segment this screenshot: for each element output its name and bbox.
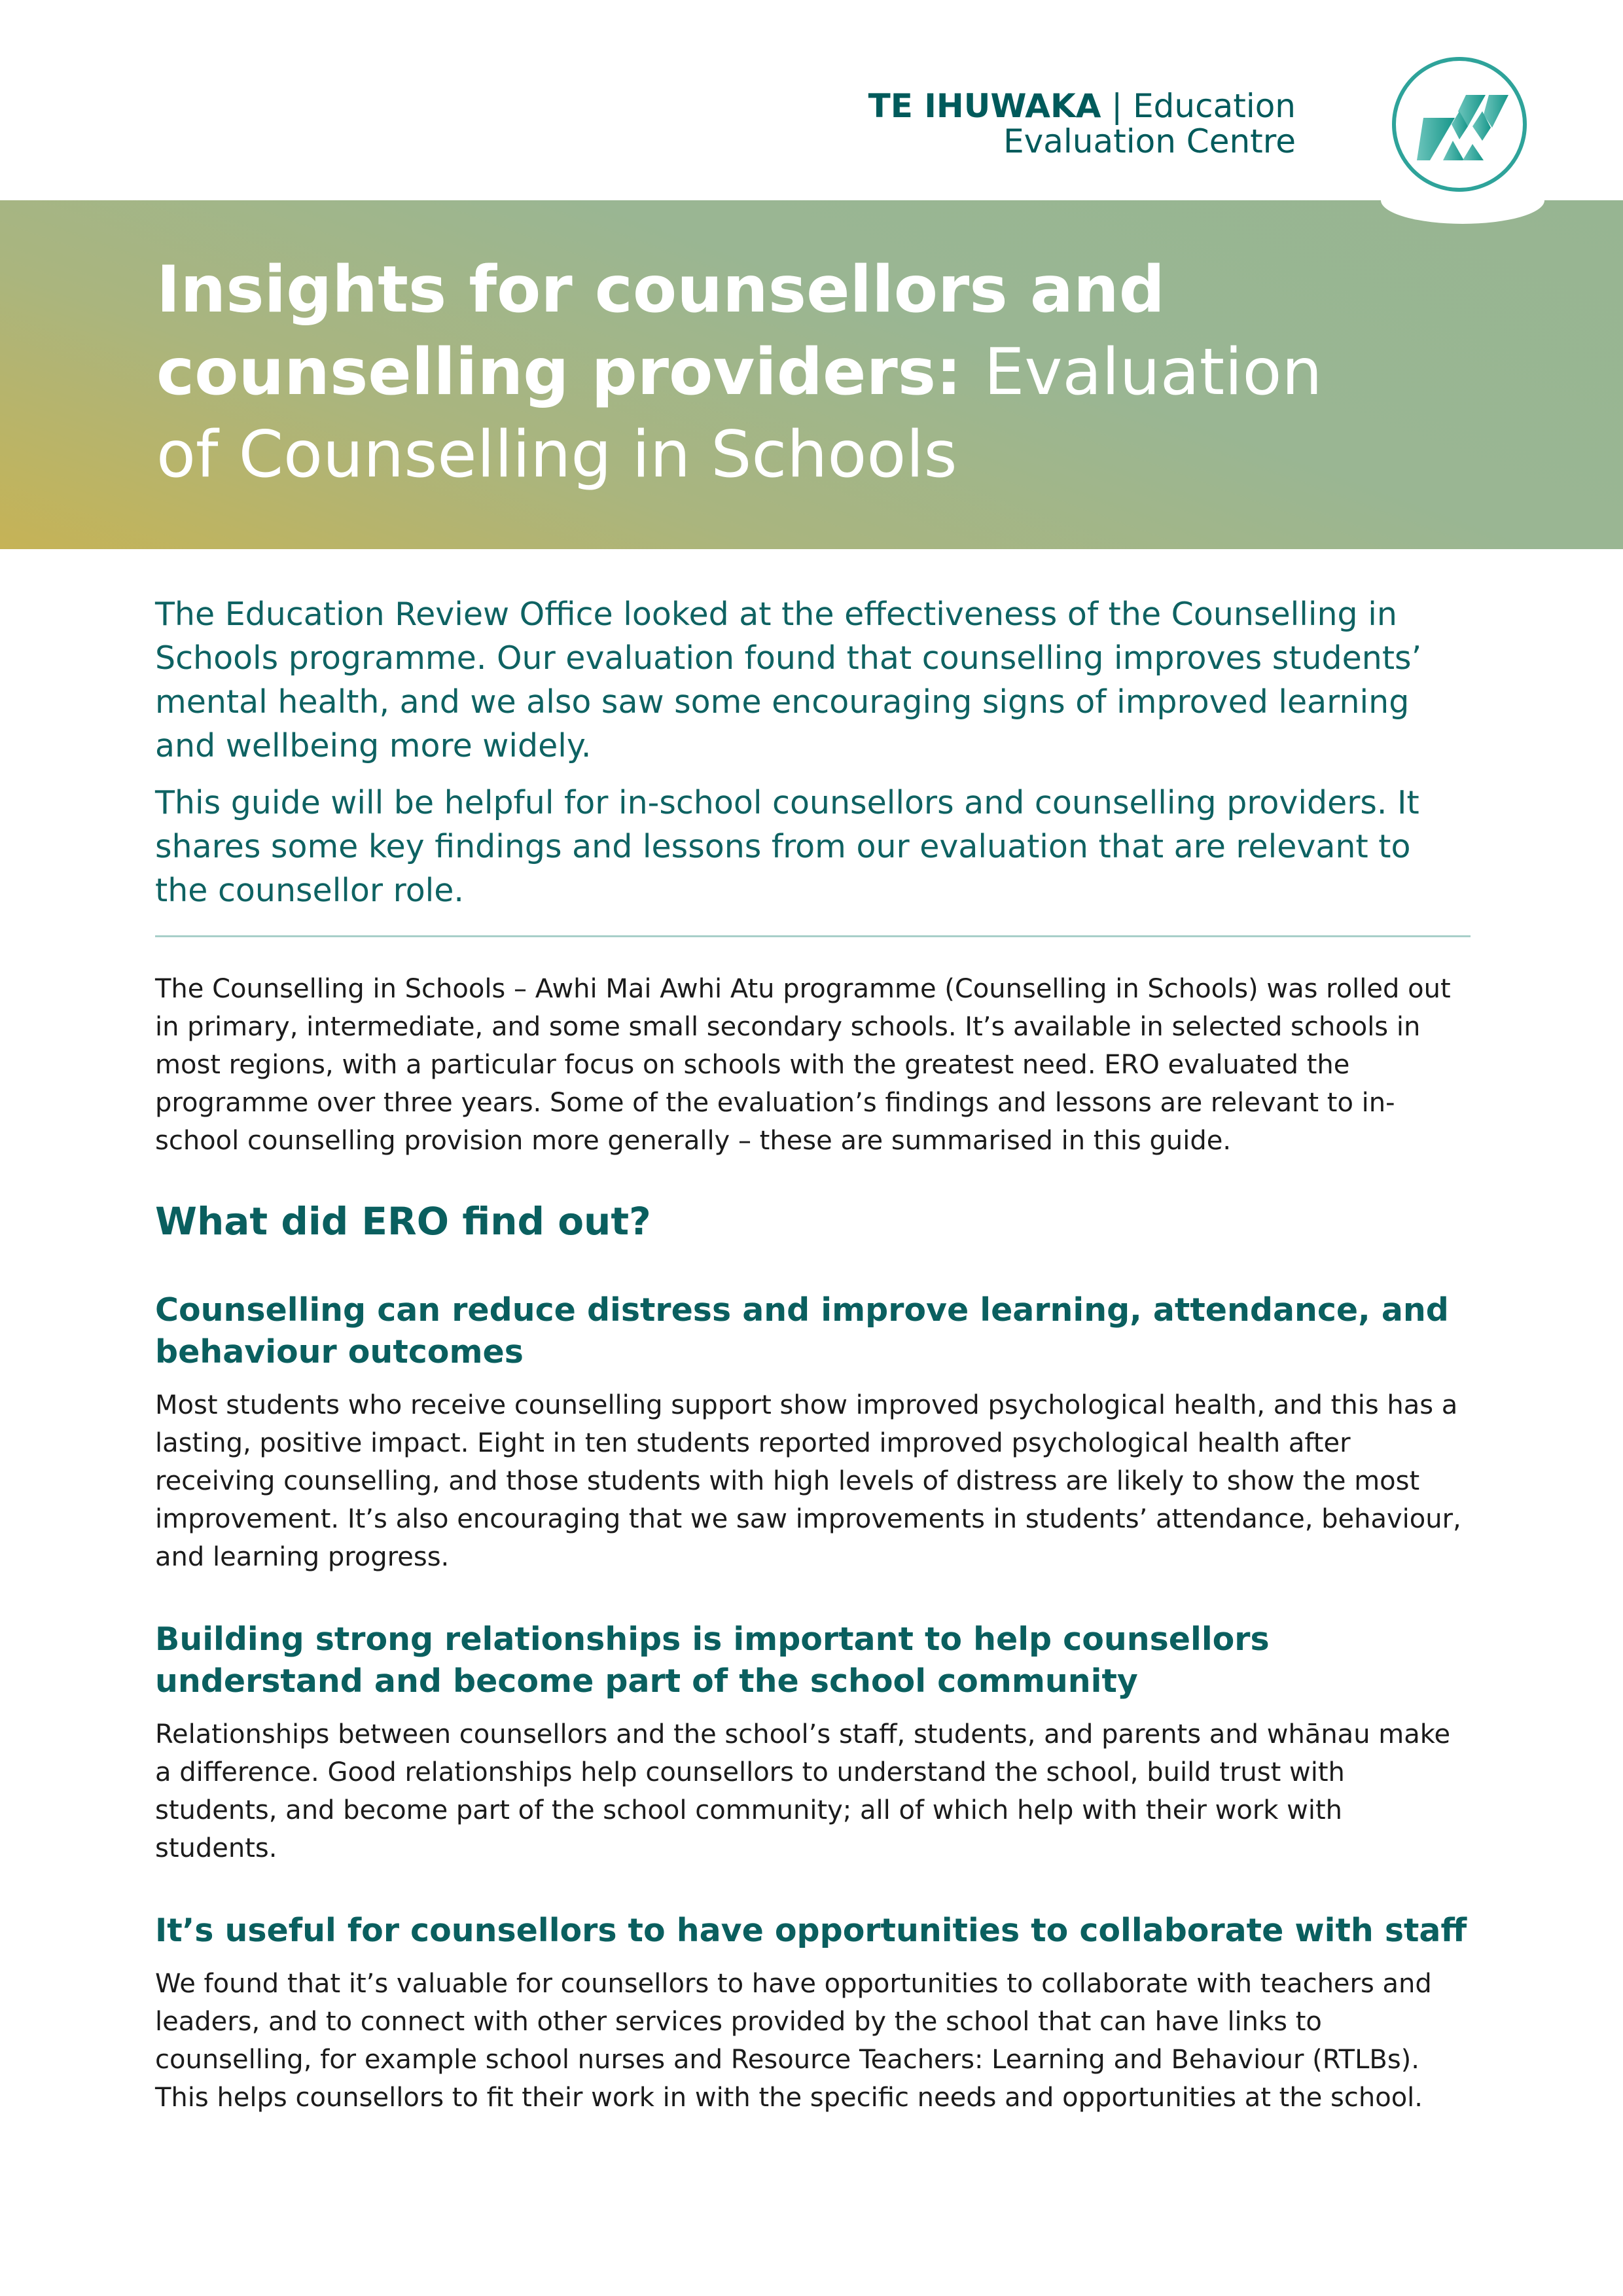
divider	[155, 935, 1471, 937]
logo-line2: Evaluation Centre	[1003, 122, 1296, 160]
logo-line1: Education	[1133, 87, 1296, 125]
page-title: Insights for counsellors and counselling…	[156, 249, 1334, 496]
finding-heading: It’s useful for counsellors to have oppo…	[155, 1912, 1467, 1949]
logo-text: TE IHUWAKA | Education Evaluation Centre	[868, 87, 1296, 160]
logo-bold: TE IHUWAKA	[868, 87, 1101, 125]
title-bold: Insights for counsellors and counselling…	[156, 253, 1165, 410]
finding-text: Most students who receive counselling su…	[155, 1390, 1461, 1572]
finding-heading: Counselling can reduce distress and impr…	[155, 1291, 1449, 1371]
title-light: Evaluation of Counselling in Schools	[156, 335, 1323, 492]
finding-text: Relationships between counsellors and th…	[155, 1719, 1451, 1863]
main-content: The Education Review Office looked at th…	[155, 592, 1471, 2143]
finding-heading: Building strong relationships is importa…	[155, 1621, 1270, 1700]
logo: TE IHUWAKA | Education Evaluation Centre	[868, 52, 1544, 229]
section-heading: What did ERO find out?	[155, 1199, 651, 1244]
overview-paragraph: The Counselling in Schools – Awhi Mai Aw…	[155, 974, 1451, 1156]
finding-text: We found that it’s valuable for counsell…	[155, 1969, 1432, 2113]
logo-emblem-icon	[1392, 57, 1527, 192]
title-banner	[0, 200, 1623, 549]
intro-paragraph: This guide will be helpful for in-school…	[155, 784, 1419, 909]
intro-paragraph: The Education Review Office looked at th…	[155, 596, 1422, 764]
